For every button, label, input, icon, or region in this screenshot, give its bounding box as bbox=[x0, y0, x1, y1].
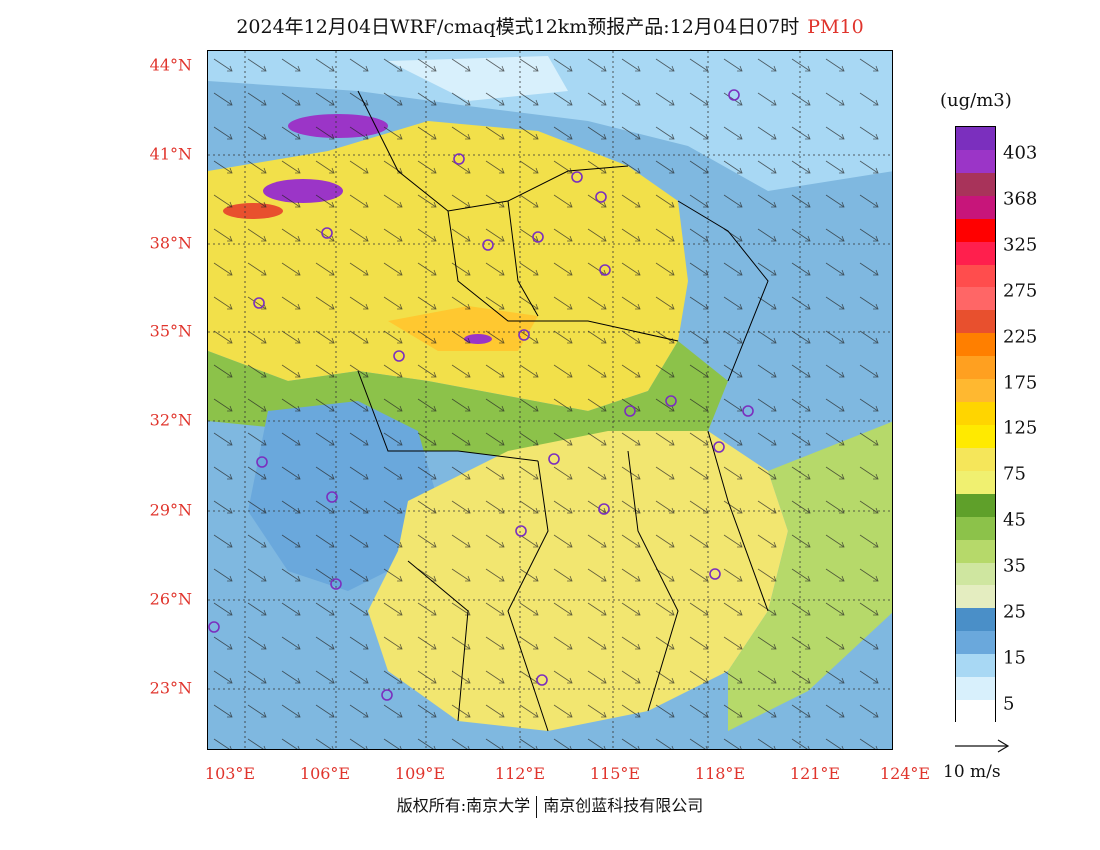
lon-label-124: 124°E bbox=[879, 764, 931, 783]
colorbar-swatch bbox=[956, 218, 995, 242]
wind-scale-arrow bbox=[955, 739, 1010, 753]
lon-label-118: 118°E bbox=[694, 764, 746, 783]
pm10-map bbox=[207, 50, 893, 750]
colorbar-swatch bbox=[956, 493, 995, 517]
colorbar-swatch bbox=[956, 585, 995, 609]
copyright-owner: 版权所有:南京大学 bbox=[396, 796, 531, 815]
colorbar-swatch bbox=[956, 447, 995, 471]
colorbar-label: 125 bbox=[1003, 417, 1038, 439]
colorbar-swatch bbox=[956, 516, 995, 540]
colorbar-swatch bbox=[956, 402, 995, 425]
colorbar-swatch bbox=[956, 424, 995, 448]
colorbar bbox=[955, 126, 996, 723]
lat-label-32: 32°N bbox=[149, 410, 192, 430]
colorbar-swatch bbox=[956, 356, 995, 380]
lat-label-38: 38°N bbox=[149, 233, 192, 253]
colorbar-label: 225 bbox=[1003, 326, 1038, 348]
colorbar-swatch bbox=[956, 677, 995, 701]
grid-lines bbox=[208, 51, 892, 749]
copyright: 版权所有:南京大学 南京创蓝科技有限公司 bbox=[0, 792, 1100, 818]
lon-label-109: 109°E bbox=[394, 764, 446, 783]
lat-label-26: 26°N bbox=[149, 589, 192, 609]
lon-label-112: 112°E bbox=[494, 764, 546, 783]
colorbar-swatch bbox=[956, 539, 995, 563]
colorbar-swatch bbox=[956, 631, 995, 655]
legend-unit: (ug/m3) bbox=[940, 90, 1012, 111]
city-markers bbox=[208, 89, 754, 701]
lon-label-103: 103°E bbox=[204, 764, 256, 783]
colorbar-swatch bbox=[956, 333, 995, 357]
colorbar-label: 403 bbox=[1003, 142, 1038, 164]
colorbar-label: 5 bbox=[1003, 693, 1015, 715]
title-text: 2024年12月04日WRF/cmaq模式12km预报产品:12月04日07时 bbox=[236, 16, 800, 38]
copyright-company: 南京创蓝科技有限公司 bbox=[543, 796, 704, 815]
colorbar-label: 75 bbox=[1003, 463, 1026, 485]
colorbar-label: 35 bbox=[1003, 555, 1026, 577]
lon-label-115: 115°E bbox=[589, 764, 641, 783]
lat-label-23: 23°N bbox=[149, 678, 192, 698]
lon-label-121: 121°E bbox=[789, 764, 841, 783]
colorbar-label: 175 bbox=[1003, 372, 1038, 393]
lat-label-35: 35°N bbox=[149, 321, 192, 341]
colorbar-swatch bbox=[956, 379, 995, 403]
colorbar-swatch bbox=[956, 310, 995, 334]
colorbar-label: 45 bbox=[1003, 509, 1026, 531]
colorbar-label: 15 bbox=[1003, 647, 1026, 669]
colorbar-swatch bbox=[956, 287, 995, 311]
colorbar-swatch bbox=[956, 149, 995, 173]
lon-label-106: 106°E bbox=[299, 764, 351, 783]
colorbar-label: 325 bbox=[1003, 234, 1038, 256]
copyright-separator bbox=[536, 795, 538, 818]
lat-label-44: 44°N bbox=[149, 55, 192, 75]
page-title: 2024年12月04日WRF/cmaq模式12km预报产品:12月04日07时 P… bbox=[0, 12, 1100, 39]
colorbar-swatch bbox=[956, 562, 995, 586]
colorbar-swatch bbox=[956, 195, 995, 219]
pollutant-label: PM10 bbox=[807, 16, 864, 38]
colorbar-swatch bbox=[956, 700, 995, 723]
colorbar-swatch bbox=[956, 470, 995, 494]
colorbar-label: 25 bbox=[1003, 601, 1026, 623]
colorbar-swatch bbox=[956, 127, 995, 150]
lat-label-29: 29°N bbox=[149, 500, 192, 520]
wind-scale-label: 10 m/s bbox=[943, 762, 1001, 782]
colorbar-swatch bbox=[956, 608, 995, 632]
colorbar-swatch bbox=[956, 172, 995, 196]
colorbar-swatch bbox=[956, 241, 995, 265]
wind-vectors bbox=[208, 51, 892, 749]
colorbar-label: 368 bbox=[1003, 188, 1038, 210]
colorbar-swatch bbox=[956, 264, 995, 288]
colorbar-label: 275 bbox=[1003, 280, 1038, 302]
province-boundaries bbox=[357, 90, 769, 732]
lat-label-41: 41°N bbox=[149, 144, 192, 164]
map-canvas bbox=[208, 51, 892, 749]
colorbar-swatch bbox=[956, 654, 995, 678]
